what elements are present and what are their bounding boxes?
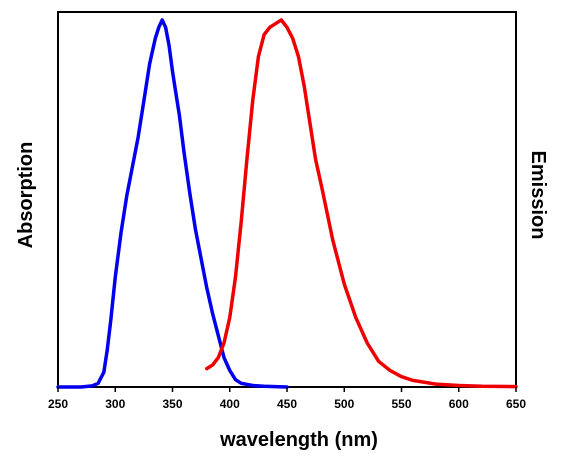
- series-line-1: [56, 18, 289, 389]
- x-tick-label: 550: [391, 397, 411, 411]
- x-tick-label: 650: [506, 397, 526, 411]
- x-tick-label: 450: [277, 397, 297, 411]
- series-layer: [56, 18, 518, 389]
- x-tick-label: 300: [105, 397, 125, 411]
- series-line-2: [205, 18, 518, 389]
- x-tick-label: 350: [162, 397, 182, 411]
- x-axis-ticks: 250 300 350 400 450 500 550 600 650: [48, 387, 526, 411]
- y-axis-right-title: Emission: [527, 151, 549, 240]
- y-axis-left-title: Absorption: [15, 142, 37, 249]
- x-tick-label: 400: [220, 397, 240, 411]
- x-tick-label: 600: [449, 397, 469, 411]
- x-tick-label: 250: [48, 397, 68, 411]
- x-tick-label: 500: [334, 397, 354, 411]
- x-axis-title: wavelength (nm): [219, 429, 378, 451]
